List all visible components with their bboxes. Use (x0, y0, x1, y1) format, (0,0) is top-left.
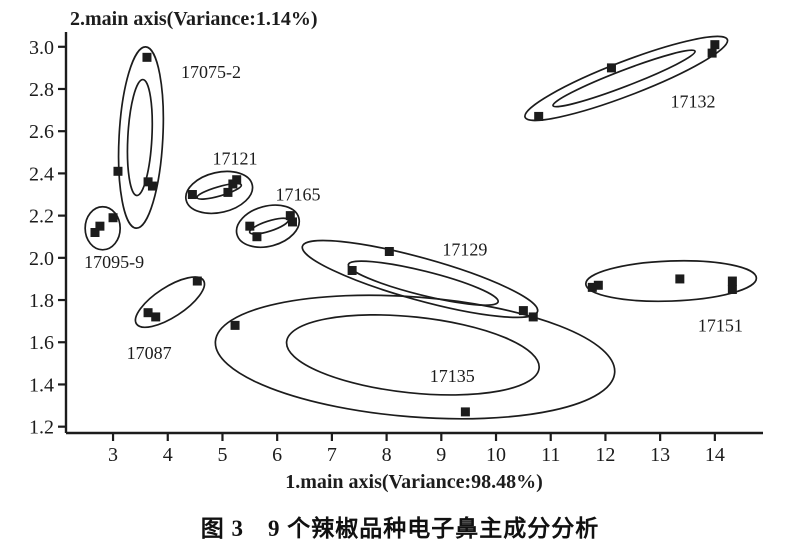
data-point-17135 (460, 407, 470, 417)
x-tick-label: 8 (382, 444, 392, 466)
cluster-ellipse-17121-inner (196, 182, 243, 200)
data-point-17132 (534, 111, 544, 121)
cluster-ellipse-17129-inner (347, 260, 500, 307)
data-point-17087 (151, 312, 161, 322)
cluster-label-17121: 17121 (213, 149, 258, 169)
pca-scatter-chart: 3 4 5 6 7 8 9 10 11 12 13 14 1.2 1.4 1.6 1.8 2.0 2.2 2.4 2.… (29, 8, 763, 493)
data-point-17121 (187, 190, 197, 200)
cluster-ellipse-17165-outer (235, 204, 301, 249)
cluster-label-17135: 17135 (430, 366, 475, 386)
data-point-17151 (593, 280, 603, 290)
x-tick-label: 5 (217, 444, 227, 466)
data-point-17129 (384, 246, 394, 256)
data-point-17095-9 (90, 228, 100, 237)
x-tick-label: 4 (163, 444, 173, 466)
cluster-ellipse-17075-2-inner (126, 78, 154, 197)
cluster-ellipse-17121-outer (184, 170, 254, 215)
data-point-17151 (587, 282, 597, 292)
x-tick-label: 11 (541, 444, 560, 466)
cluster-label-17095-9: 17095-9 (84, 252, 144, 272)
y-tick-label: 2.0 (29, 248, 54, 270)
cluster-label-17129: 17129 (442, 239, 487, 259)
data-point-17095-9 (95, 221, 105, 231)
y-tick-label: 2.8 (29, 79, 54, 101)
cluster-label-17151: 17151 (698, 315, 743, 335)
cluster-ellipse-17075-2-outer (117, 46, 165, 230)
cluster-ellipse-17095-9-outer (84, 205, 122, 251)
x-axis-title: 1.main axis(Variance:98.48%) (285, 471, 543, 493)
data-point-17087 (143, 308, 153, 318)
data-point-17095-9 (108, 213, 118, 223)
cluster-label-17165: 17165 (275, 185, 320, 205)
data-point-17165 (252, 232, 262, 242)
data-point-17132 (710, 40, 720, 50)
cluster-label-17087: 17087 (127, 343, 172, 363)
x-tick-label: 9 (436, 444, 446, 466)
data-point-17132 (606, 63, 616, 73)
x-tick-label: 14 (705, 444, 725, 466)
data-point-17075-2 (147, 181, 157, 191)
cluster-ellipse-17129-outer (301, 239, 539, 319)
y-tick-label: 2.6 (29, 121, 54, 143)
y-axis-title: 2.main axis(Variance:1.14%) (70, 8, 318, 30)
data-point-17075-2 (142, 52, 152, 62)
data-point-17151 (675, 274, 685, 284)
cluster-ellipse-17135-inner (285, 314, 541, 396)
data-point-17132 (707, 48, 717, 58)
data-point-17135 (230, 320, 240, 330)
data-point-17165 (285, 211, 295, 221)
cluster-label-17075-2: 17075-2 (181, 62, 241, 82)
x-tick-label: 6 (272, 444, 282, 466)
cluster-ellipse-17132-outer (524, 35, 729, 122)
data-point-17087 (192, 276, 202, 286)
cluster-ellipse-17151-outer (584, 259, 758, 303)
figure-caption: 图 3 9 个辣椒品种电子鼻主成分分析 (200, 516, 600, 541)
data-point-17075-2 (113, 166, 123, 176)
data-point-17129 (518, 306, 528, 316)
data-point-17121 (232, 175, 242, 185)
x-tick-label: 3 (108, 444, 118, 466)
data-point-17165 (245, 221, 255, 231)
y-tick-label: 1.4 (29, 374, 54, 396)
y-tick-label: 2.2 (29, 206, 54, 228)
cluster-ellipse-17087-outer (134, 276, 206, 329)
x-tick-label: 7 (327, 444, 337, 466)
y-tick-label: 1.6 (29, 332, 54, 354)
x-tick-label: 13 (650, 444, 670, 466)
data-point-17151 (727, 284, 737, 294)
data-point-17129 (347, 265, 357, 275)
y-tick-label: 1.8 (29, 290, 54, 312)
data-point-17165 (287, 217, 297, 227)
data-point-17151 (727, 276, 737, 286)
x-tick-label: 12 (595, 444, 615, 466)
y-tick-label: 1.2 (29, 417, 54, 439)
cluster-label-17132: 17132 (670, 92, 715, 112)
x-tick-label: 10 (486, 444, 506, 466)
cluster-ellipse-17132-inner (552, 49, 696, 108)
cluster-ellipse-17135-outer (214, 294, 616, 420)
data-point-17121 (223, 187, 233, 197)
y-tick-label: 2.4 (29, 163, 54, 185)
y-tick-label: 3.0 (29, 37, 54, 59)
